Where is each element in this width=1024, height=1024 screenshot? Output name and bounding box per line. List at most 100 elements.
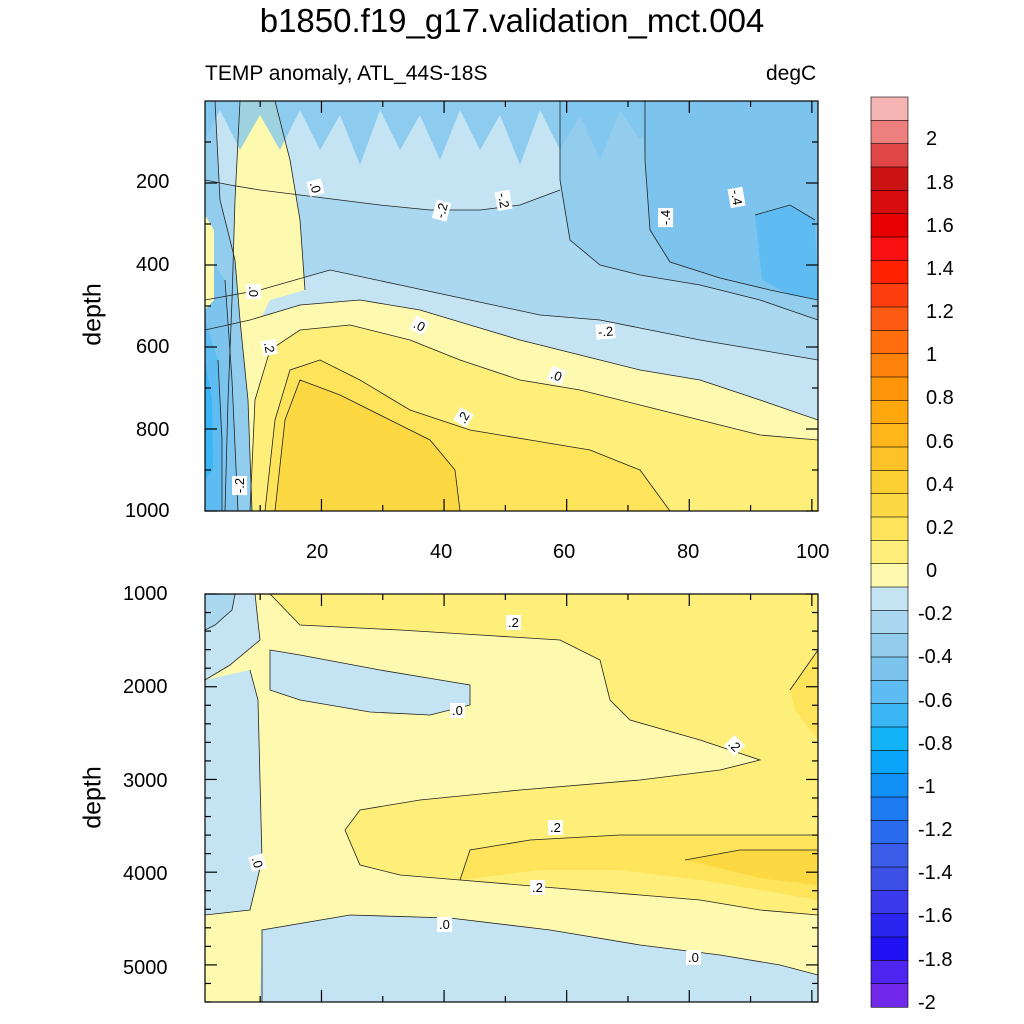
- colorbar-label: 1.8: [926, 171, 954, 194]
- colorbar-swatch: [870, 283, 909, 308]
- contour-label: .2: [530, 880, 545, 895]
- colorbar-swatch: [870, 96, 909, 121]
- upper-left-warm: [205, 215, 214, 310]
- upper-ytick-label: 400: [136, 254, 170, 276]
- lower-bottom-cool: [260, 915, 818, 1002]
- colorbar-label: 1.6: [926, 214, 954, 237]
- colorbar-swatch: [870, 563, 909, 588]
- lower-left-cool-deep: [205, 594, 235, 630]
- colorbar-label: 1: [926, 344, 938, 367]
- colorbar-swatch: [870, 353, 909, 378]
- lower-band-pos03: [460, 835, 818, 900]
- contour-label: .2: [506, 615, 521, 630]
- colorbar-swatch: [870, 633, 909, 658]
- colorbar-swatch: [870, 820, 909, 845]
- contour-label: -.2: [494, 189, 513, 212]
- colorbar-swatch: [870, 750, 909, 775]
- colorbar-label: -1.6: [918, 905, 953, 928]
- upper-panel-fill: [205, 101, 818, 511]
- contour-label: -.4: [658, 207, 674, 228]
- colorbar-swatch: [870, 330, 909, 355]
- upper-ytick-label: 200: [136, 171, 170, 193]
- contour-label: .2: [548, 820, 563, 835]
- upper-y-axis-label: depth: [78, 283, 107, 346]
- colorbar-swatch: [870, 470, 909, 495]
- colorbar-label: -0.6: [918, 689, 953, 712]
- colorbar-label: -0.2: [918, 603, 953, 626]
- colorbar: [870, 96, 909, 1008]
- colorbar-label: -0.4: [918, 646, 953, 669]
- upper-ytick-label: 1000: [125, 500, 170, 522]
- colorbar-swatch: [870, 400, 909, 425]
- colorbar-label: -1.8: [918, 948, 953, 971]
- lower-band-pos04: [685, 850, 818, 885]
- units-label: degC: [766, 62, 817, 85]
- contour-label: .0: [437, 917, 452, 932]
- colorbar-swatch: [870, 586, 909, 611]
- colorbar-label: -1.2: [918, 819, 953, 841]
- lower-ytick-label: 2000: [123, 676, 168, 698]
- colorbar-swatch: [870, 260, 909, 285]
- lower-ytick-label: 3000: [123, 770, 168, 792]
- upper-left-blue4: [205, 360, 213, 480]
- colorbar-swatch: [870, 703, 909, 728]
- upper-xtick-label: 80: [677, 541, 700, 563]
- chart-title: b1850.f19_g17.validation_mct.004: [259, 2, 765, 39]
- colorbar-label: 1.4: [926, 257, 954, 280]
- colorbar-swatch: [870, 960, 909, 985]
- upper-column-pos: [225, 101, 305, 511]
- lower-panel-fill: [205, 594, 818, 1002]
- upper-band-neg02: [205, 270, 818, 420]
- upper-xtick-label: 20: [306, 541, 329, 563]
- colorbar-swatch: [870, 493, 909, 518]
- lower-left-cool-mid: [205, 670, 262, 915]
- colorbar-swatch: [870, 913, 909, 938]
- colorbar-swatch: [870, 306, 909, 331]
- chart-subtitle: TEMP anomaly, ATL_44S-18S: [205, 62, 488, 85]
- colorbar-swatch: [870, 516, 909, 541]
- lower-right-warm: [790, 650, 818, 740]
- colorbar-label: 0: [926, 560, 938, 582]
- upper-band-pos04: [275, 380, 460, 511]
- colorbar-label: 0.2: [926, 516, 954, 539]
- colorbar-swatch: [870, 190, 909, 215]
- lower-ytick-label: 1000: [123, 583, 168, 605]
- contour-label: .0: [450, 703, 465, 718]
- upper-xtick-label: 100: [796, 541, 830, 563]
- lower-y-axis-label: depth: [78, 766, 107, 829]
- upper-band-neg06: [755, 205, 818, 300]
- colorbar-swatch: [870, 423, 909, 448]
- contour-label: -.4: [727, 186, 746, 209]
- colorbar-swatch: [870, 936, 909, 961]
- colorbar-swatch: [870, 843, 909, 868]
- colorbar-swatch: [870, 680, 909, 705]
- contour-label: .0: [686, 950, 701, 965]
- colorbar-label: -0.8: [918, 732, 953, 755]
- colorbar-label: 0.6: [926, 430, 954, 453]
- colorbar-label: -1.4: [918, 862, 953, 885]
- colorbar-swatch: [870, 540, 909, 565]
- contour-label: .0: [245, 284, 261, 299]
- upper-xtick-label: 60: [553, 541, 576, 563]
- colorbar-label: 1.2: [926, 301, 954, 323]
- colorbar-swatch: [870, 866, 909, 891]
- contour-label: .2: [260, 338, 279, 357]
- colorbar-label: -2: [918, 991, 936, 1014]
- colorbar-label: 0.8: [926, 387, 954, 410]
- colorbar-swatch: [870, 796, 909, 821]
- lower-ytick-label: 4000: [123, 863, 168, 885]
- upper-ytick-label: 800: [136, 419, 170, 441]
- colorbar-label: 0.4: [926, 473, 954, 496]
- lower-lens-cool: [270, 650, 470, 715]
- colorbar-swatch: [870, 983, 909, 1008]
- lower-ytick-label: 5000: [123, 957, 168, 979]
- colorbar-swatch: [870, 376, 909, 401]
- colorbar-swatch: [870, 213, 909, 238]
- colorbar-label: 2: [926, 128, 938, 151]
- colorbar-swatch: [870, 446, 909, 471]
- upper-ytick-label: 600: [136, 336, 170, 358]
- contour-label: -.2: [232, 475, 248, 496]
- colorbar-swatch: [870, 120, 909, 145]
- colorbar-swatch: [870, 236, 909, 261]
- colorbar-swatch: [870, 890, 909, 915]
